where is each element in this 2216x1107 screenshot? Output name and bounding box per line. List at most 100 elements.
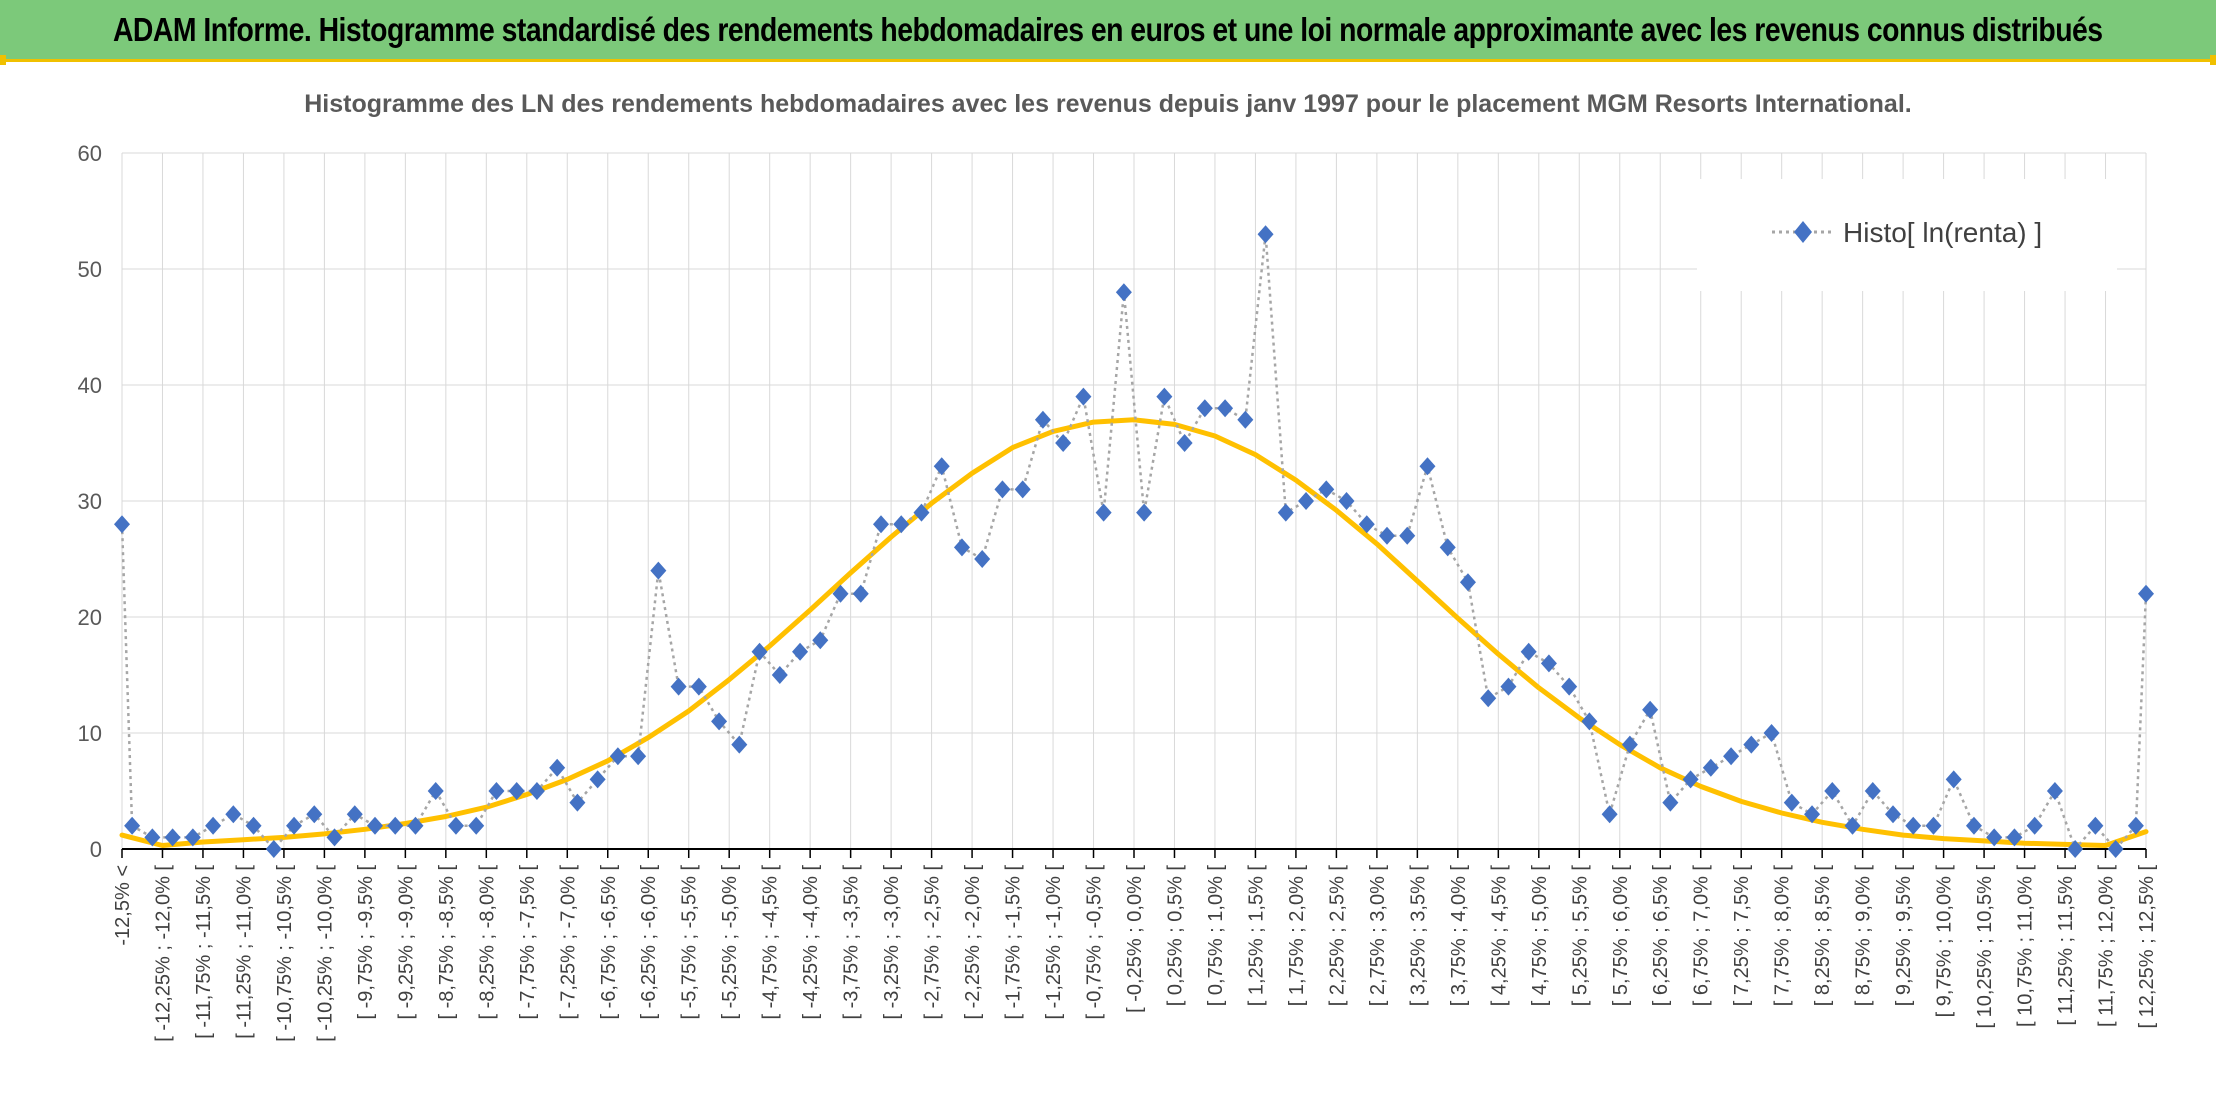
- x-tick-label: [ -4,25% ; -4,0% [: [800, 865, 822, 1020]
- x-tick-label: [ -3,75% ; -3,5% [: [841, 865, 863, 1020]
- histogram-point: [1945, 770, 1962, 789]
- histogram-point: [1419, 457, 1436, 476]
- histogram-point: [1783, 793, 1800, 812]
- histogram-point: [387, 816, 404, 835]
- legend-background: [1697, 179, 2117, 291]
- histogram-point: [1298, 492, 1315, 510]
- histogram-point: [771, 666, 788, 684]
- histogram-point: [1115, 283, 1132, 302]
- histogram-point: [670, 677, 687, 696]
- x-tick-label: [ -4,75% ; -4,5% [: [760, 865, 782, 1020]
- histogram-point: [630, 747, 647, 766]
- histogram-point: [184, 828, 201, 847]
- histogram-point: [286, 816, 303, 835]
- histogram-point: [1318, 480, 1335, 499]
- report-title: ADAM Informe. Histogramme standardisé de…: [113, 10, 2103, 48]
- histogram-point: [1642, 700, 1659, 719]
- histogram-point: [1034, 410, 1051, 429]
- histogram-point: [1237, 410, 1254, 429]
- histogram-point: [488, 782, 505, 800]
- x-tick-label: [ -1,25% ; -1,0% [: [1043, 865, 1065, 1020]
- histogram-point: [2067, 840, 2084, 858]
- histogram-point: [2046, 782, 2063, 800]
- chart-area: Histogramme des LN des rendements hebdom…: [0, 62, 2216, 1102]
- y-tick-label: 10: [78, 721, 102, 746]
- x-tick-label: [ 3,25% ; 3,5% [: [1407, 865, 1429, 1007]
- histogram-point: [569, 793, 586, 812]
- histogram-point: [265, 840, 282, 858]
- histogram-point: [1804, 805, 1821, 824]
- x-tick-label: [ -10,75% ; -10,5% [: [274, 865, 296, 1042]
- histogram-point: [1075, 387, 1092, 406]
- histogram-point: [124, 816, 141, 835]
- histogram-point: [144, 828, 161, 847]
- histogram-point: [792, 642, 809, 661]
- report-banner: ADAM Informe. Histogramme standardisé de…: [0, 0, 2216, 62]
- x-tick-label: [ 0,25% ; 0,5% [: [1164, 865, 1186, 1007]
- histogram-point: [1662, 793, 1679, 812]
- x-tick-label: [ 8,75% ; 9,0% [: [1853, 865, 1875, 1007]
- histogram-point: [2006, 828, 2023, 847]
- histogram-point: [245, 816, 262, 835]
- histogram-point: [1055, 434, 1072, 452]
- histogram-point: [1723, 747, 1740, 766]
- x-tick-label: [ -2,25% ; -2,0% [: [962, 865, 984, 1020]
- x-tick-label: [ -6,75% ; -6,5% [: [598, 865, 620, 1020]
- histogram-point: [953, 538, 970, 557]
- histogram-point: [2026, 816, 2043, 835]
- y-tick-label: 40: [78, 373, 102, 398]
- x-tick-label: [ 12,25% ; 12,5% [: [2136, 865, 2158, 1029]
- x-tick-label: [ -3,25% ; -3,0% [: [881, 865, 903, 1020]
- histogram-point: [933, 457, 950, 476]
- banner-accent-left: [0, 55, 6, 65]
- histogram-point: [812, 631, 829, 650]
- histogram-point: [731, 735, 748, 754]
- histogram-point: [1217, 399, 1234, 418]
- x-tick-label: [ 10,75% ; 11,0% [: [2015, 865, 2037, 1027]
- y-tick-label: 50: [78, 257, 102, 282]
- histogram-point: [1581, 712, 1598, 731]
- x-tick-label: [ 8,25% ; 8,5% [: [1812, 865, 1834, 1007]
- histogram-point: [1196, 399, 1213, 418]
- x-tick-label: [ -12,25% ; -12,0% [: [152, 865, 174, 1042]
- histogram-point: [1824, 782, 1841, 800]
- histogram-point: [447, 816, 464, 835]
- histogram-point: [1561, 677, 1578, 696]
- histogram-point: [367, 816, 383, 835]
- x-tick-label: [ 2,25% ; 2,5% [: [1326, 865, 1348, 1007]
- histogram-point: [2107, 840, 2124, 858]
- x-tick-label: [ -10,25% ; -10,0% [: [314, 865, 336, 1042]
- x-tick-label: [ 5,75% ; 6,0% [: [1610, 865, 1632, 1007]
- histogram-point: [751, 642, 768, 661]
- histogram-point: [225, 805, 242, 824]
- chart-title: Histogramme des LN des rendements hebdom…: [304, 90, 1911, 118]
- histogram-point: [528, 782, 545, 800]
- x-tick-label: [ 7,75% ; 8,0% [: [1772, 865, 1794, 1007]
- histogram-point: [2087, 816, 2104, 835]
- histogram-point: [1095, 503, 1112, 522]
- legend-diamond-marker: [1794, 221, 1812, 243]
- histogram-point: [1844, 816, 1861, 835]
- x-tick-label: [ 9,25% ; 9,5% [: [1893, 865, 1915, 1007]
- x-tick-label: [ -6,25% ; -6,0% [: [638, 865, 660, 1020]
- x-tick-label: [ 2,75% ; 3,0% [: [1367, 865, 1389, 1007]
- x-tick-label: [ 4,25% ; 4,5% [: [1488, 865, 1510, 1007]
- histogram-point: [114, 515, 130, 534]
- histogram-point: [1480, 689, 1497, 708]
- histogram-point: [1358, 515, 1375, 534]
- histogram-point: [913, 503, 930, 522]
- histogram-point: [589, 770, 606, 789]
- x-tick-label: [ 11,75% ; 12,0% [: [2096, 865, 2118, 1027]
- x-axis-tick-labels: -12,5% < [ -12,25% ; -12,0% [[ -11,75% ; …: [112, 865, 2158, 1042]
- x-tick-label: [ -0,25% ; 0,0% [: [1124, 865, 1146, 1013]
- histogram-point: [1379, 526, 1395, 545]
- histogram-point: [852, 584, 869, 603]
- histogram-point: [205, 816, 222, 835]
- histogram-point: [346, 805, 363, 824]
- y-axis-tick-labels: 0 10 20 30 40 50 60: [78, 141, 102, 862]
- histogram-point: [1682, 770, 1699, 789]
- histogram-point: [407, 816, 424, 835]
- histogram-point: [1277, 503, 1294, 522]
- x-tick-label: [ -2,75% ; -2,5% [: [922, 865, 944, 1020]
- x-tick-label: [ -5,25% ; -5,0% [: [719, 865, 741, 1020]
